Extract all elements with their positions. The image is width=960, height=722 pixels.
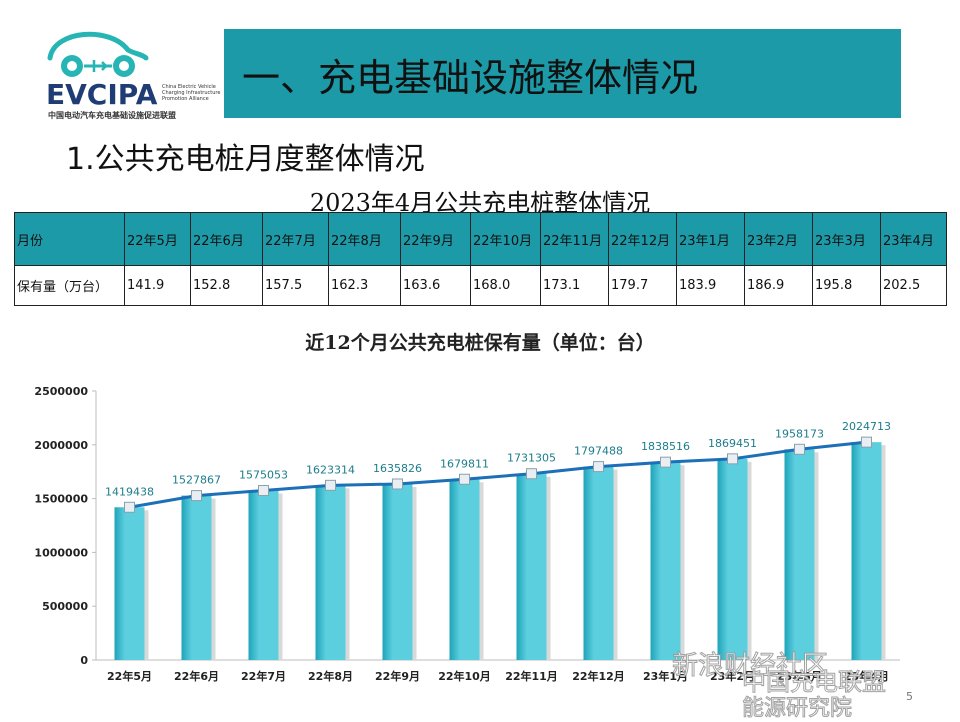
value-cell: 157.5 (262, 265, 329, 306)
month-cell: 22年7月 (262, 212, 329, 266)
line-point (325, 479, 336, 491)
month-cell: 22年11月 (540, 212, 609, 266)
month-cell: 22年8月 (328, 212, 401, 266)
y-tick-label: 2000000 (34, 439, 88, 452)
chart-title: 近12个月公共充电桩保有量（单位：台） (305, 332, 655, 354)
x-tick-label: 23年3月 (777, 669, 822, 683)
line-point (660, 456, 671, 468)
value-cell: 173.1 (540, 265, 609, 306)
data-label: 1869451 (708, 437, 757, 450)
line-point (526, 468, 537, 480)
row-label-cell: 保有量（万台） (14, 265, 125, 306)
month-cell: 22年9月 (400, 212, 471, 266)
data-label: 2024713 (842, 420, 891, 433)
month-cell: 23年3月 (812, 212, 881, 266)
table-header-row: 月份 22年5月 22年6月 22年7月 22年8月 22年9月 22年10月 … (14, 212, 947, 266)
x-tick-label: 23年4月 (844, 669, 889, 683)
bar (248, 490, 279, 660)
series-line (129, 440, 867, 509)
logo-english-name: China Electric Vehicle Charging Infrastr… (162, 84, 221, 102)
x-tick-label: 22年12月 (572, 669, 625, 683)
x-tick-label: 22年10月 (438, 669, 491, 683)
month-cell: 22年6月 (190, 212, 263, 266)
value-cell: 163.6 (400, 265, 471, 306)
value-cell: 195.8 (812, 265, 881, 306)
y-tick-label: 1000000 (34, 546, 88, 559)
line-point (593, 461, 604, 473)
x-tick-label: 22年9月 (375, 669, 420, 683)
watermark-bottom: 能源研究院 (741, 696, 853, 722)
data-label: 1797488 (574, 445, 623, 458)
value-cell: 202.5 (880, 265, 947, 306)
value-cell: 183.9 (676, 265, 745, 306)
monthly-stock-table: 月份 22年5月 22年6月 22年7月 22年8月 22年9月 22年10月 … (14, 212, 947, 306)
data-label: 1838516 (641, 440, 690, 453)
bar (181, 495, 212, 660)
bar (583, 466, 614, 660)
header-label-cell: 月份 (14, 212, 125, 266)
section-subtitle: 1.公共充电桩月度整体情况 (66, 142, 425, 177)
page-number: 5 (906, 690, 913, 703)
bar (851, 442, 882, 660)
bar (449, 479, 480, 660)
page-title: 一、充电基础设施整体情况 (242, 56, 699, 100)
line-point (124, 501, 135, 513)
value-cell: 168.0 (470, 265, 541, 306)
month-cell: 22年12月 (608, 212, 677, 266)
value-cell: 179.7 (608, 265, 677, 306)
logo-chinese-name: 中国电动汽车充电基础设施促进联盟 (48, 111, 176, 120)
bar (717, 458, 748, 660)
stock-bar-line-chart: 0 500000 1000000 1500000 2000000 2500000 22年5月… (34, 385, 900, 683)
data-label: 1419438 (105, 485, 154, 498)
value-cell: 162.3 (328, 265, 401, 306)
title-banner: 一、充电基础设施整体情况 (224, 29, 901, 118)
x-tick-label: 22年11月 (505, 669, 558, 683)
value-cell: 141.9 (124, 265, 191, 306)
watermark-top: 中国充电联盟 (742, 668, 887, 697)
line-point (459, 473, 470, 485)
month-cell: 23年4月 (880, 212, 947, 266)
data-label: 1575053 (239, 469, 288, 482)
logo-mark: EVCIPA (46, 78, 158, 111)
evcipa-logo: EVCIPA China Electric Vehicle Charging I… (40, 24, 220, 120)
bar (784, 449, 815, 660)
month-cell: 23年2月 (744, 212, 813, 266)
month-cell: 22年5月 (124, 212, 191, 266)
line-point (258, 485, 269, 497)
bar (650, 462, 681, 660)
line-point (794, 443, 805, 455)
line-point (727, 453, 738, 465)
table-value-row: 保有量（万台） 141.9 152.8 157.5 162.3 163.6 16… (14, 265, 947, 306)
data-label: 1623314 (306, 463, 355, 476)
car-plug-logo-icon (47, 31, 149, 77)
data-label: 1527867 (172, 474, 221, 487)
line-point (861, 436, 872, 448)
bar (382, 483, 413, 660)
data-label: 1731305 (507, 452, 556, 465)
month-cell: 22年10月 (470, 212, 541, 266)
bar (315, 485, 346, 660)
value-cell: 186.9 (744, 265, 813, 306)
data-label: 1635826 (373, 462, 422, 475)
x-tick-label: 22年6月 (174, 669, 219, 683)
value-cell: 152.8 (190, 265, 263, 306)
data-label: 1958173 (775, 427, 824, 440)
x-tick-label: 22年7月 (241, 669, 286, 683)
y-tick-label: 1500000 (34, 493, 88, 506)
y-tick-label: 0 (80, 654, 88, 667)
y-tick-label: 500000 (42, 600, 88, 613)
month-cell: 23年1月 (676, 212, 745, 266)
line-point (392, 478, 403, 490)
bar (516, 473, 547, 660)
x-tick-label: 22年8月 (308, 669, 353, 683)
watermark-middle: 新浪财经社区 (671, 651, 829, 682)
x-tick-label: 22年5月 (107, 669, 152, 683)
x-tick-label: 23年2月 (710, 669, 755, 683)
data-label: 1679811 (440, 457, 489, 470)
y-tick-label: 2500000 (34, 385, 88, 398)
bar (114, 507, 145, 660)
line-point (191, 490, 202, 502)
x-tick-label: 23年1月 (643, 669, 688, 683)
